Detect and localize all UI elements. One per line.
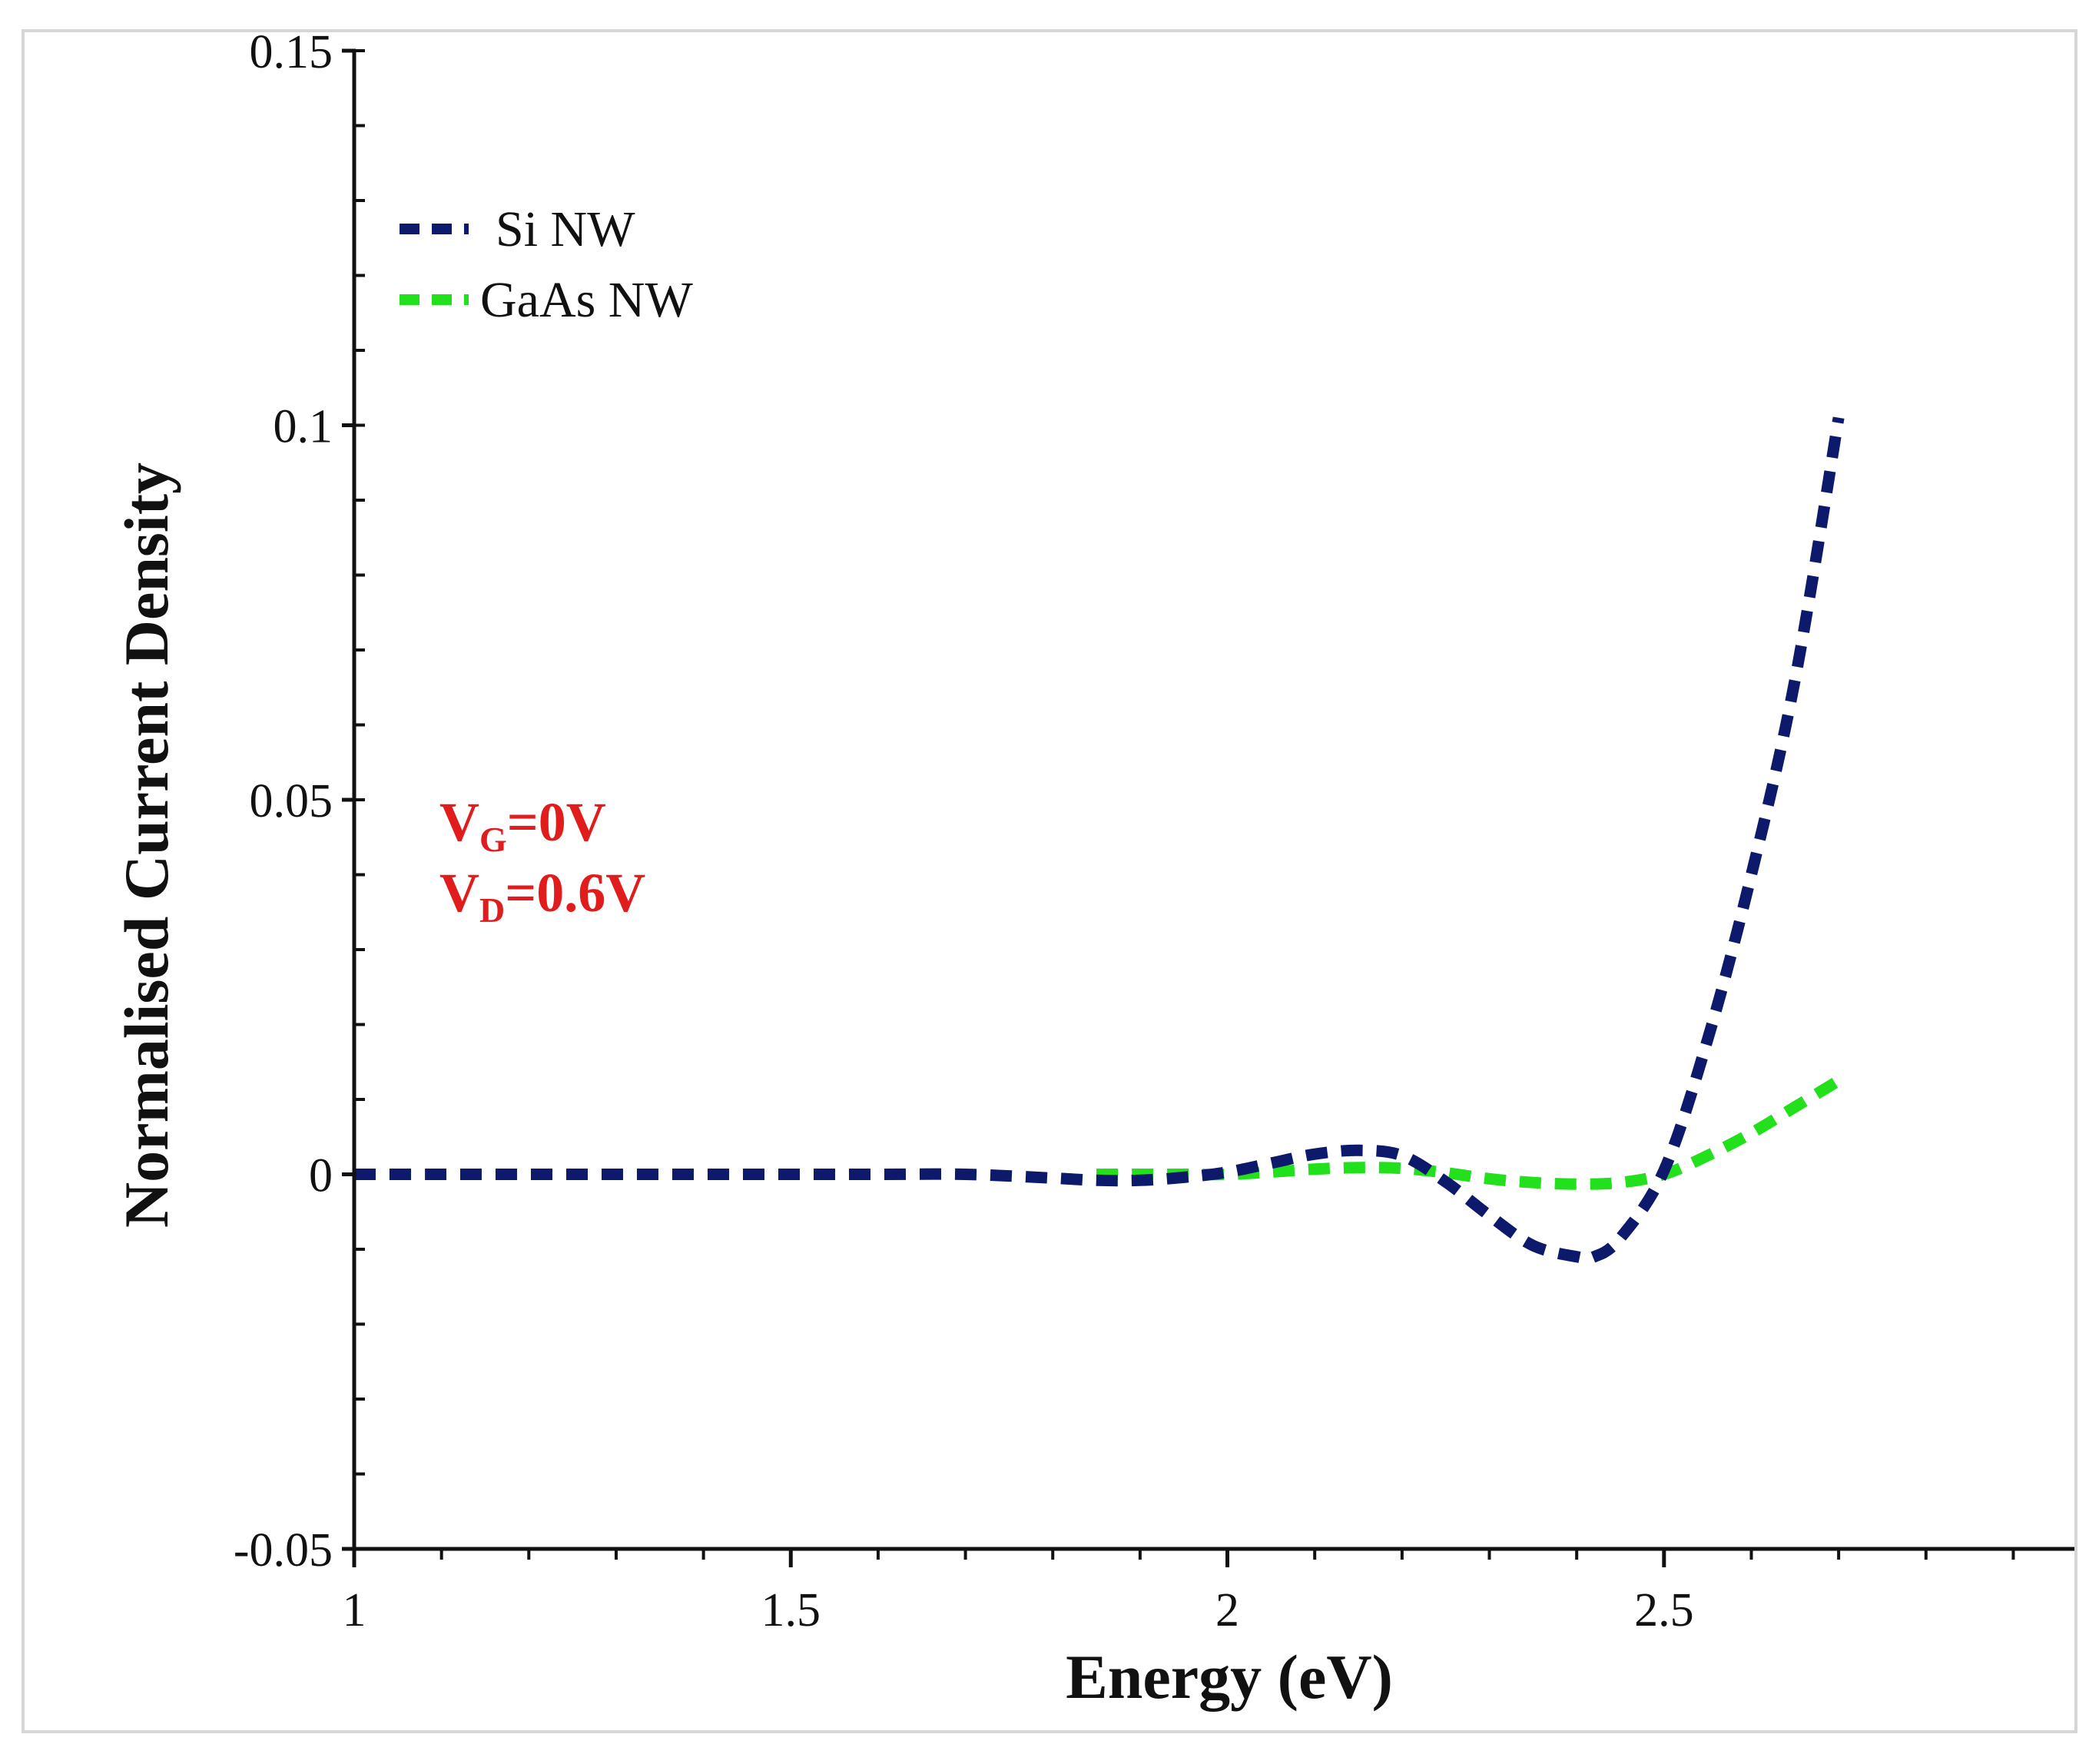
series-line-si-nw <box>353 416 1845 1265</box>
series-layer <box>353 416 1845 1265</box>
y-tick-label: 0 <box>309 1150 333 1202</box>
legend: Si NW GaAs NW <box>400 201 693 328</box>
x-tick-label: 1.5 <box>761 1584 821 1636</box>
annotation-vg-main: V <box>439 791 479 853</box>
annotation-vg-sub: G <box>479 820 507 859</box>
x-axis-title: Energy (eV) <box>1066 1642 1393 1712</box>
figure-frame <box>22 29 2077 1733</box>
y-tick-label: 0.05 <box>250 775 333 827</box>
annotation-vd-main: V <box>439 862 479 923</box>
series-line-gaas-nw <box>1096 1076 1842 1190</box>
y-tick-label: 0.15 <box>250 26 333 78</box>
legend-label-gaas-nw: GaAs NW <box>480 272 693 328</box>
annotation-conditions: VG=0V VD=0.6V <box>439 791 645 930</box>
x-tick-label: 2.5 <box>1634 1584 1694 1636</box>
axes <box>352 51 2074 1551</box>
x-tick-label: 1 <box>343 1584 366 1636</box>
annotation-vd-sub: D <box>479 890 505 930</box>
y-tick-label: 0.1 <box>274 401 333 453</box>
tick-labels: -0.05 0 0.05 0.1 0.15 1 1.5 2 2.5 <box>234 26 1694 1636</box>
legend-label-si-nw: Si NW <box>496 201 635 257</box>
annotation-vg: VG=0V <box>439 791 606 859</box>
y-axis-title: Normalised Current Density <box>111 463 181 1228</box>
annotation-vd-rest: =0.6V <box>505 862 645 923</box>
annotation-vd: VD=0.6V <box>439 862 645 930</box>
y-tick-label: -0.05 <box>234 1524 333 1577</box>
annotation-vg-rest: =0V <box>507 791 606 853</box>
x-tick-label: 2 <box>1215 1584 1239 1636</box>
